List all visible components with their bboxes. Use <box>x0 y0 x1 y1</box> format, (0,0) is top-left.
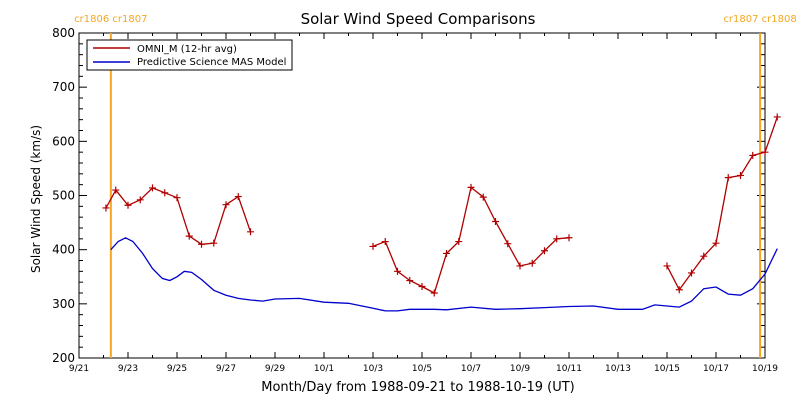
omni-data-point <box>504 240 512 248</box>
omni-data-point <box>136 196 144 204</box>
x-tick-label: 10/7 <box>461 364 481 374</box>
cr-boundary-label: cr1807 cr1808 <box>723 14 796 25</box>
x-tick-label: 9/27 <box>216 364 236 374</box>
omni-data-point <box>455 238 463 246</box>
x-tick-label: 10/1 <box>314 364 334 374</box>
omni-series-line <box>105 187 252 245</box>
x-axis-label: Month/Day from 1988-09-21 to 1988-10-19 … <box>261 380 574 395</box>
carrington-markers: cr1806 cr1807 cr1807 cr1808 <box>74 14 797 358</box>
y-tick-label: 200 <box>52 351 75 365</box>
legend-label-mas: Predictive Science MAS Model <box>137 57 286 68</box>
omni-data-point <box>541 247 548 255</box>
series-layer <box>102 113 781 312</box>
omni-data-point <box>234 193 242 201</box>
omni-data-point <box>565 234 573 242</box>
omni-data-point <box>418 283 426 290</box>
omni-data-point <box>430 289 438 297</box>
omni-data-point <box>173 194 181 202</box>
omni-data-point <box>516 262 524 270</box>
legend-box <box>86 39 293 71</box>
x-tick-label: 10/3 <box>363 364 383 374</box>
cr-boundary-label: cr1806 cr1807 <box>74 14 147 25</box>
omni-data-point <box>369 242 377 250</box>
omni-data-point <box>124 201 132 209</box>
omni-data-point <box>773 113 781 121</box>
omni-data-point <box>688 269 695 277</box>
omni-data-point <box>479 193 487 201</box>
omni-data-point <box>553 235 561 243</box>
omni-data-point <box>663 262 671 270</box>
x-tick-label: 9/29 <box>265 364 285 374</box>
x-tick-label: 9/23 <box>118 364 138 374</box>
y-tick-label: 400 <box>52 243 75 257</box>
x-tick-label: 10/19 <box>752 364 778 374</box>
omni-data-point <box>210 239 218 247</box>
y-tick-label: 700 <box>52 80 75 94</box>
omni-data-point <box>222 201 230 209</box>
x-tick-label: 10/17 <box>703 364 729 374</box>
omni-data-point <box>467 183 475 191</box>
omni-data-point <box>675 286 683 294</box>
omni-data-point <box>528 259 536 267</box>
omni-data-point <box>247 228 254 236</box>
omni-data-point <box>149 184 156 192</box>
x-tick-label: 9/21 <box>69 364 89 374</box>
omni-data-point <box>381 238 389 246</box>
mas-series-line <box>110 237 778 312</box>
omni-data-point <box>161 189 169 197</box>
omni-data-point <box>102 204 110 212</box>
omni-data-point <box>712 239 720 247</box>
omni-data-point <box>112 186 120 194</box>
legend: OMNI_M (12-hr avg) Predictive Science MA… <box>86 39 293 71</box>
omni-series-line <box>666 116 778 292</box>
x-tick-label: 10/9 <box>510 364 530 374</box>
omni-data-point <box>198 240 205 248</box>
chart-title: Solar Wind Speed Comparisons <box>301 10 536 28</box>
x-tick-label: 10/13 <box>605 364 631 374</box>
omni-data-point <box>724 174 732 182</box>
y-tick-label: 300 <box>52 297 75 311</box>
omni-data-point <box>749 151 757 159</box>
omni-data-point <box>443 249 450 257</box>
x-tick-label: 10/11 <box>556 364 582 374</box>
omni-data-point <box>761 148 769 156</box>
x-tick-label: 10/5 <box>412 364 432 374</box>
x-tick-label: 9/25 <box>167 364 187 374</box>
axis-ticks: 9/21 9/23 9/25 9/27 9/29 10/1 10/3 10/5 10/7 10/9… <box>52 26 778 374</box>
y-tick-label: 500 <box>52 189 75 203</box>
omni-data-point <box>185 232 193 240</box>
omni-series-line <box>372 186 570 294</box>
omni-data-point <box>700 252 708 260</box>
y-axis-label: Solar Wind Speed (km/s) <box>29 125 43 273</box>
omni-data-point <box>737 171 744 179</box>
y-tick-label: 600 <box>52 134 75 148</box>
y-tick-label: 800 <box>52 26 75 40</box>
legend-label-omni: OMNI_M (12-hr avg) <box>137 44 237 55</box>
omni-data-point <box>406 277 414 285</box>
x-tick-label: 10/15 <box>654 364 680 374</box>
omni-data-point <box>492 218 499 225</box>
omni-data-point <box>394 267 401 275</box>
